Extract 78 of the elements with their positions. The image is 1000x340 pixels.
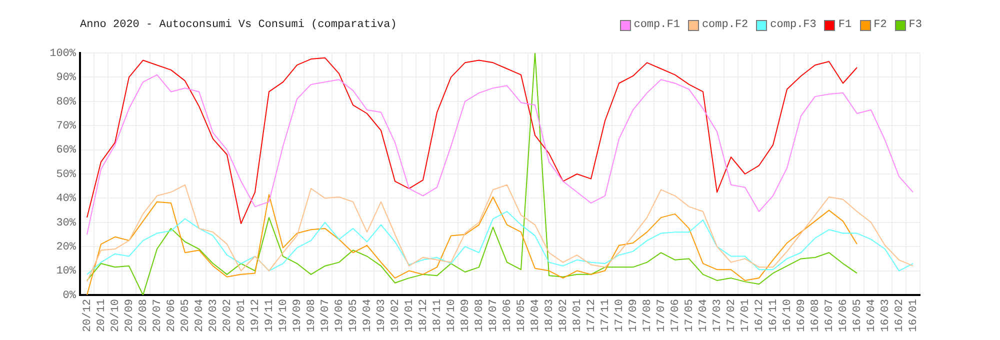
x-tick-label: 20/09 — [124, 298, 136, 332]
x-tick-label: 20/06 — [166, 298, 178, 332]
y-tick-label: 40% — [56, 193, 76, 206]
x-tick-label: 17/06 — [670, 298, 682, 332]
x-tick-label: 18/03 — [544, 298, 556, 332]
x-tick-label: 17/04 — [698, 298, 710, 332]
x-tick-label: 19/03 — [376, 298, 388, 332]
x-tick-label: 18/02 — [558, 298, 570, 332]
x-tick-label: 19/07 — [320, 298, 332, 332]
y-tick-label: 90% — [56, 72, 76, 84]
x-tick-label: 17/12 — [586, 298, 598, 332]
y-tick-label: 30% — [56, 217, 76, 230]
y-tick-label: 70% — [56, 120, 76, 133]
x-tick-label: 19/05 — [348, 298, 360, 332]
legend-label: comp.F2 — [702, 19, 748, 31]
x-tick-label: 18/10 — [446, 298, 458, 332]
x-tick-label: 16/04 — [866, 298, 878, 332]
chart-title: Anno 2020 - Autoconsumi Vs Consumi (comparativa) — [80, 19, 397, 31]
x-tick-label: 17/05 — [684, 298, 696, 332]
x-tick-label: 16/07 — [824, 298, 836, 332]
legend-label: comp.F1 — [634, 19, 680, 31]
x-tick-label: 16/03 — [880, 298, 892, 332]
x-tick-label: 18/01 — [572, 298, 584, 332]
x-tick-label: 20/08 — [138, 298, 150, 332]
x-tick-label: 20/03 — [208, 298, 220, 332]
legend-label: F1 — [838, 19, 852, 31]
y-tick-label: 0% — [62, 290, 76, 302]
x-tick-label: 20/02 — [222, 298, 234, 332]
y-tick-label: 10% — [56, 266, 76, 278]
x-tick-label: 20/01 — [236, 298, 248, 332]
x-tick-label: 20/07 — [152, 298, 164, 332]
x-tick-label: 18/05 — [516, 298, 528, 332]
x-tick-label: 19/08 — [306, 298, 318, 332]
x-tick-label: 18/07 — [488, 298, 500, 332]
y-tick-label: 20% — [56, 242, 76, 254]
x-tick-label: 17/08 — [642, 298, 654, 332]
x-tick-label: 18/11 — [432, 298, 444, 332]
x-tick-label: 17/07 — [656, 298, 668, 332]
y-tick-label: 80% — [56, 96, 76, 108]
x-tick-label: 16/08 — [810, 298, 822, 332]
x-tick-label: 19/06 — [334, 298, 346, 332]
x-tick-label: 20/04 — [194, 298, 206, 332]
y-tick-label: 100% — [50, 48, 76, 60]
legend-label: F3 — [908, 19, 922, 31]
x-tick-label: 19/10 — [278, 298, 290, 332]
x-tick-label: 16/12 — [754, 298, 766, 332]
x-tick-label: 18/08 — [474, 298, 486, 332]
legend-label: comp.F3 — [770, 19, 816, 31]
x-tick-label: 17/09 — [628, 298, 640, 332]
x-tick-label: 19/02 — [390, 298, 402, 332]
x-tick-label: 16/10 — [782, 298, 794, 332]
x-tick-label: 17/03 — [712, 298, 724, 332]
x-tick-label: 19/12 — [250, 298, 262, 332]
x-tick-label: 18/09 — [460, 298, 472, 332]
x-tick-label: 16/05 — [852, 298, 864, 332]
x-tick-label: 18/04 — [530, 298, 542, 332]
x-tick-label: 16/01 — [908, 298, 920, 332]
x-tick-label: 16/09 — [796, 298, 808, 332]
y-tick-label: 60% — [56, 144, 76, 157]
x-tick-label: 20/10 — [110, 298, 122, 332]
legend-label: F2 — [874, 19, 887, 31]
x-tick-label: 18/12 — [418, 298, 430, 332]
x-tick-label: 19/11 — [264, 298, 276, 332]
x-tick-label: 17/11 — [600, 298, 612, 332]
x-tick-label: 16/06 — [838, 298, 850, 332]
x-tick-label: 17/01 — [740, 298, 752, 332]
x-tick-label: 20/11 — [96, 298, 108, 332]
x-tick-label: 19/09 — [292, 298, 304, 332]
x-tick-label: 18/06 — [502, 298, 514, 332]
x-tick-label: 20/05 — [180, 298, 192, 332]
x-tick-label: 16/11 — [768, 298, 780, 332]
x-tick-label: 19/04 — [362, 298, 374, 332]
x-tick-label: 17/10 — [614, 298, 626, 332]
y-tick-label: 50% — [56, 168, 76, 181]
x-tick-label: 17/02 — [726, 298, 738, 332]
x-tick-label: 20/12 — [82, 298, 94, 332]
x-tick-label: 16/02 — [894, 298, 906, 332]
x-tick-label: 19/01 — [404, 298, 416, 332]
